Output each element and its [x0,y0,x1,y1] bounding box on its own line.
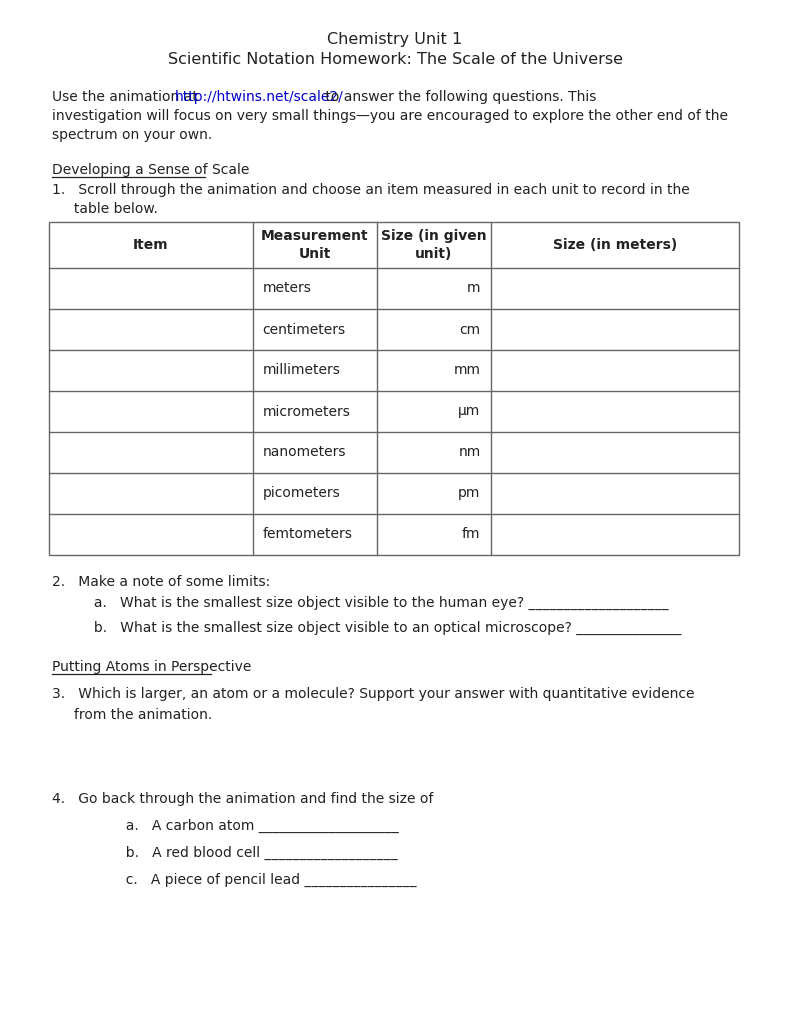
Text: 3.   Which is larger, an atom or a molecule? Support your answer with quantitati: 3. Which is larger, an atom or a molecul… [52,687,694,701]
Text: c.   A piece of pencil lead ________________: c. A piece of pencil lead ______________… [82,873,417,887]
Text: Size (in given
unit): Size (in given unit) [380,229,486,261]
Text: Chemistry Unit 1: Chemistry Unit 1 [327,32,463,47]
Text: pm: pm [458,486,481,501]
Text: from the animation.: from the animation. [52,708,212,722]
Text: nanometers: nanometers [263,445,346,460]
Text: millimeters: millimeters [263,364,340,378]
Text: μm: μm [458,404,481,419]
Text: 2.   Make a note of some limits:: 2. Make a note of some limits: [52,575,271,589]
Text: micrometers: micrometers [263,404,350,419]
Text: nm: nm [458,445,481,460]
Text: m: m [467,282,481,296]
Text: femtometers: femtometers [263,527,353,542]
Text: b.   What is the smallest size object visible to an optical microscope? ________: b. What is the smallest size object visi… [72,621,681,635]
Text: b.   A red blood cell ___________________: b. A red blood cell ___________________ [82,846,398,860]
Text: Item: Item [133,238,168,252]
Text: centimeters: centimeters [263,323,346,337]
Text: Measurement
Unit: Measurement Unit [261,229,369,261]
Text: table below.: table below. [52,202,158,216]
Text: meters: meters [263,282,312,296]
Text: mm: mm [453,364,481,378]
Text: to answer the following questions. This: to answer the following questions. This [321,90,596,104]
Text: fm: fm [462,527,481,542]
Text: Scientific Notation Homework: The Scale of the Universe: Scientific Notation Homework: The Scale … [168,52,623,67]
Text: Developing a Sense of Scale: Developing a Sense of Scale [52,163,249,177]
Text: Putting Atoms in Perspective: Putting Atoms in Perspective [52,660,252,674]
Text: a.   What is the smallest size object visible to the human eye? ________________: a. What is the smallest size object visi… [72,596,668,610]
Text: spectrum on your own.: spectrum on your own. [52,128,212,142]
Text: http://htwins.net/scale2/: http://htwins.net/scale2/ [175,90,343,104]
Text: Use the animation at: Use the animation at [52,90,202,104]
Text: Size (in meters): Size (in meters) [553,238,677,252]
Bar [49,222,739,555]
Text: picometers: picometers [263,486,340,501]
Text: cm: cm [460,323,481,337]
Text: 4.   Go back through the animation and find the size of: 4. Go back through the animation and fin… [52,792,433,806]
Text: 1.   Scroll through the animation and choose an item measured in each unit to re: 1. Scroll through the animation and choo… [52,183,690,197]
Text: a.   A carbon atom ____________________: a. A carbon atom ____________________ [82,819,399,834]
Text: investigation will focus on very small things—you are encouraged to explore the : investigation will focus on very small t… [52,109,728,123]
